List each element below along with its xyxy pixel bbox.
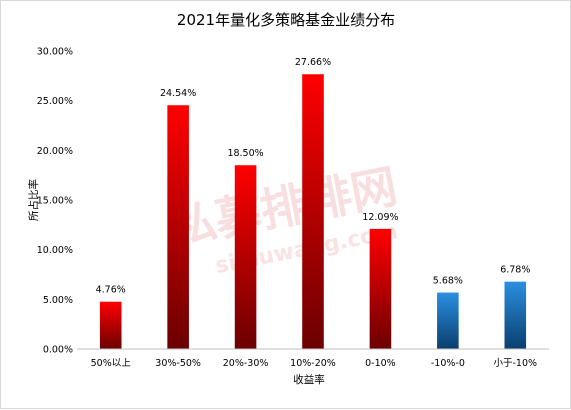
y-tick-label: 15.00% (37, 196, 73, 207)
bar (437, 292, 459, 349)
bar (167, 105, 189, 350)
x-tick-label: -10%-0 (431, 358, 465, 369)
x-tick-label: 小于-10% (494, 358, 538, 369)
data-label: 27.66% (295, 57, 331, 68)
y-tick-label: 25.00% (37, 96, 73, 107)
y-tick-label: 5.00% (43, 295, 73, 306)
data-labels: 4.76% 24.54% 18.50% 27.66% 12.09% 5.68% 6.78% (96, 57, 531, 295)
x-tick-label: 0-10% (365, 358, 396, 369)
y-tick-label: 10.00% (37, 245, 73, 256)
y-axis-ticks: 0.00% 5.00% 10.00% 15.00% 20.00% 25.00% 30.00% (37, 47, 73, 356)
bar (369, 228, 392, 349)
bars (99, 74, 527, 350)
bar (99, 301, 122, 349)
y-tick-label: 30.00% (37, 47, 73, 58)
data-label: 6.78% (500, 265, 530, 276)
chart-title: 2021年量化多策略基金业绩分布 (177, 11, 395, 29)
x-tick-label: 10%-20% (290, 358, 336, 369)
y-tick-label: 0.00% (43, 345, 73, 356)
data-label: 12.09% (362, 212, 398, 223)
bar (234, 165, 257, 349)
x-axis-ticks: 50%以上 30%-50% 20%-30% 10%-20% 0-10% -10%-0 小于-… (91, 358, 537, 369)
x-axis-label: 收益率 (293, 373, 325, 386)
data-label: 5.68% (433, 276, 463, 287)
bar (504, 281, 527, 349)
x-tick-label: 30%-50% (155, 358, 201, 369)
y-tick-label: 20.00% (37, 146, 73, 157)
x-tick-label: 20%-30% (223, 358, 269, 369)
bar (302, 74, 324, 349)
y-axis-label: 所占比率 (27, 179, 40, 221)
data-label: 4.76% (96, 285, 126, 296)
data-label: 24.54% (160, 88, 196, 99)
x-tick-label: 50%以上 (91, 358, 132, 369)
data-label: 18.50% (227, 148, 263, 159)
